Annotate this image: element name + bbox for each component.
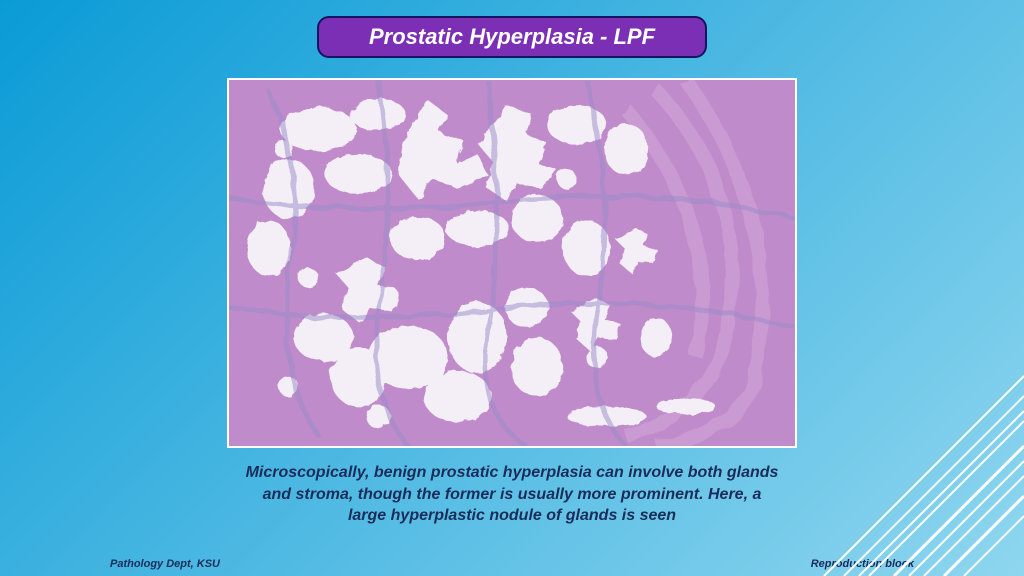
- title-banner: Prostatic Hyperplasia - LPF: [317, 16, 707, 58]
- caption-text: Microscopically, benign prostatic hyperp…: [242, 462, 782, 527]
- footer-right: Reproduction block: [811, 558, 914, 570]
- footer-left: Pathology Dept, KSU: [110, 558, 220, 570]
- slide: Prostatic Hyperplasia - LPF: [0, 0, 1024, 576]
- decor-lines-icon: [764, 316, 1024, 576]
- histology-image: [227, 78, 797, 448]
- title-text: Prostatic Hyperplasia - LPF: [369, 24, 655, 49]
